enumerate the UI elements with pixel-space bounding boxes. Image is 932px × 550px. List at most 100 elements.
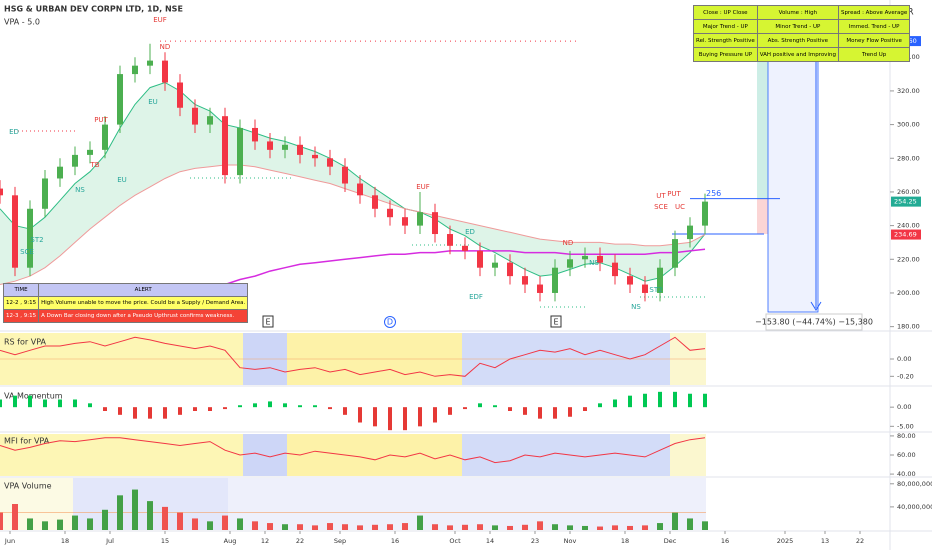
vpa-annotation: UC <box>675 203 685 211</box>
volume-bar <box>87 518 93 530</box>
candle-body <box>702 201 708 226</box>
momentum-bar <box>268 401 272 408</box>
candle-body <box>297 144 303 155</box>
candle-body <box>327 158 333 167</box>
ma-band <box>0 82 705 285</box>
vpa-annotation: ND <box>563 239 574 247</box>
candle-body <box>582 255 588 260</box>
momentum-bar <box>298 405 302 408</box>
x-tick-label: 16 <box>721 537 729 545</box>
momentum-bar <box>13 395 17 408</box>
candle-body <box>567 259 573 268</box>
price-label-box <box>891 229 921 240</box>
candle-body <box>102 124 108 150</box>
volume-bar <box>402 523 408 530</box>
momentum-bar <box>328 407 332 410</box>
momentum-bar <box>658 391 662 408</box>
indicator-line <box>0 336 706 377</box>
volume-bar <box>57 519 63 530</box>
status-cell: Buying Pressure UP <box>693 47 758 62</box>
candle-body <box>27 208 33 268</box>
alert-header-cell: ALERT <box>38 283 249 297</box>
alert-cell: High Volume unable to move the price. Co… <box>38 296 249 310</box>
vpa-annotation: SCE <box>20 248 34 256</box>
alert-row: 12-3 , 9:15 A Down Bar closing down after… <box>2 309 249 323</box>
x-tick-label: 18 <box>621 537 629 545</box>
volume-bar <box>672 512 678 530</box>
momentum-bar <box>463 407 467 410</box>
candle-body <box>642 284 648 293</box>
vpa-annotation: EUF <box>416 183 430 191</box>
candle-body <box>537 284 543 293</box>
ma-line <box>0 81 706 282</box>
momentum-bar <box>643 393 647 408</box>
momentum-bar <box>343 407 347 415</box>
volume-bar <box>282 524 288 530</box>
event-marker: E <box>265 318 270 327</box>
x-tick-label: Oct <box>449 537 461 545</box>
panel-title: VA Momentum <box>4 392 63 401</box>
vpa-annotation: EUF <box>153 16 167 24</box>
volume-bar <box>147 501 153 530</box>
momentum-bar <box>688 393 692 408</box>
candle-body <box>402 217 408 226</box>
status-cell: Close : UP Close <box>693 5 758 20</box>
volume-bar <box>267 523 273 530</box>
y-tick-label: 180.00 <box>897 323 920 331</box>
candle-body <box>57 166 63 179</box>
status-cell: Volume : High <box>756 5 839 20</box>
momentum-bar <box>283 403 287 408</box>
chart-title: HSG & URBAN DEV CORPN LTD, 1D, NSE <box>4 5 183 14</box>
candle-body <box>162 60 168 83</box>
candle-body <box>192 107 198 125</box>
vpa-annotation: TB <box>89 161 99 169</box>
price-label: 254.25 <box>894 198 917 206</box>
vpa-annotation: UT <box>656 192 666 200</box>
candle-body <box>357 183 363 196</box>
mfi-bg <box>287 434 462 476</box>
candle-body <box>552 267 558 293</box>
volume-bar <box>627 525 633 530</box>
candle-body <box>432 212 438 235</box>
momentum-bar <box>28 395 32 408</box>
candle-body <box>477 250 483 268</box>
momentum-bar <box>0 399 2 408</box>
momentum-bar <box>583 407 587 411</box>
volume-bar <box>357 525 363 530</box>
vpa-annotation: EDF <box>469 293 483 301</box>
candle-body <box>252 127 258 142</box>
momentum-bar <box>403 407 407 431</box>
momentum-bar <box>193 407 197 411</box>
y-tick-label: 260.00 <box>897 188 920 196</box>
y-tick-label: 80.00 <box>897 432 916 440</box>
momentum-bar <box>163 407 167 419</box>
volume-bar <box>507 525 513 530</box>
vpa-annotation: ST2 <box>649 286 662 294</box>
event-circle <box>384 316 396 328</box>
volume-bar <box>72 515 78 530</box>
indicator-line <box>0 437 706 464</box>
momentum-bar <box>538 407 542 419</box>
volume-bar <box>432 524 438 530</box>
volume-bar <box>27 518 33 530</box>
volume-bar <box>387 524 393 530</box>
x-tick-label: Sep <box>334 537 346 545</box>
x-tick-label: Dec <box>664 537 677 545</box>
volume-bar <box>192 518 198 530</box>
volume-bar <box>642 525 648 530</box>
candle-body <box>687 225 693 240</box>
volume-bar <box>117 495 123 530</box>
volume-bar <box>42 521 48 530</box>
x-tick-label: Aug <box>224 537 237 545</box>
volume-bar <box>252 521 258 530</box>
vpa-annotation: NS <box>631 303 641 311</box>
candle-body <box>627 276 633 285</box>
candle-body <box>522 276 528 285</box>
candle-body <box>12 195 18 268</box>
ma-line <box>0 164 706 285</box>
panel-title: RS for VPA <box>4 338 47 347</box>
volume-bar <box>177 512 183 530</box>
volume-bar <box>462 524 468 530</box>
volume-bar <box>222 515 228 530</box>
